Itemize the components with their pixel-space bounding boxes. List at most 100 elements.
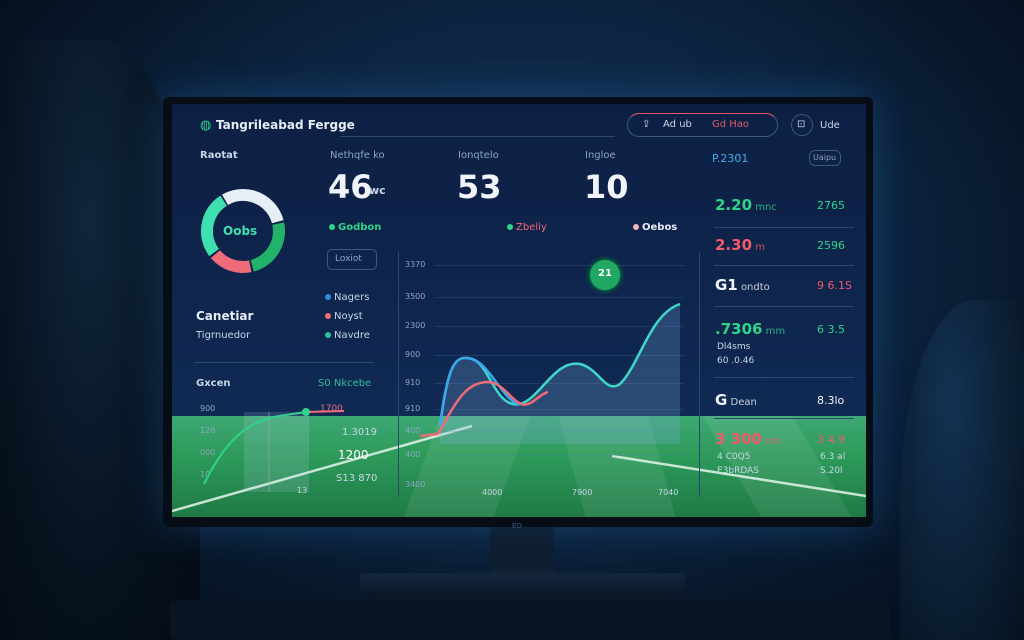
panel-button-label[interactable]: Uaipu [813,153,837,162]
category-item-1: Nagers [325,292,369,303]
mini-ytick: 000 [200,448,216,457]
chart-divider [398,252,399,497]
category-label: Noyst [334,311,363,322]
legend-dot [507,224,513,230]
gridline [434,409,684,410]
legend-dot [325,294,331,300]
y-tick: 3500 [405,292,426,301]
green-field-overlay [172,416,866,517]
panel-row[interactable]: .7306 mm [715,320,785,338]
panel-divider [699,252,700,497]
donut-label: Raotat [200,150,238,161]
monitor-stand-base [360,573,685,599]
mini-ytick: 10 [200,470,211,479]
series-line-blue [438,356,521,427]
legend-label: Oebos [642,222,678,233]
y-tick: 910 [405,378,421,387]
gridline [434,355,684,356]
row-value: .7306 [715,320,763,338]
pill-right-label[interactable]: Gd Hao [712,119,750,130]
kpi-label-3: Ingloe [585,150,616,161]
x-tick: 4000 [482,488,503,497]
row-right-value: 6 3.5 [817,323,845,336]
kpi-unit-1: wc [369,184,386,197]
header-divider [340,136,615,137]
row-right-value: 2596 [817,239,845,252]
mini-ytick: 120 [200,426,216,435]
y-tick: 2300 [405,321,426,330]
row-divider [714,306,854,307]
app-title: Tangrileabad Fergge [216,118,355,132]
row-right-value: 8.3lo [817,394,845,407]
row-unit: ondto [740,282,770,293]
panel-row[interactable]: 3 300 nm [715,430,781,448]
y-tick: 910 [405,404,421,413]
header-pill[interactable]: ⇪ Ad ub Gd Hao [627,113,778,137]
keyboard [170,600,890,640]
row-unit: m [755,242,765,253]
kpi-value-2: 53 [457,168,502,206]
panel-row[interactable]: 2.20 mnc [715,196,777,214]
gridline [434,297,684,298]
legend-dot [325,313,331,319]
y-tick: 3370 [405,260,426,269]
mini-ytick: 900 [200,404,216,413]
category-label: Navdre [334,330,370,341]
load-button[interactable]: Loxiot [327,249,377,270]
legend-label: Zbeliy [516,222,547,233]
dashboard-screen: ◍ Tangrileabad Fergge ⇪ Ad ub Gd Hao ⊡ U… [172,104,866,517]
gridline [434,265,684,266]
row-value: 2.30 [715,236,753,254]
row-divider [714,418,854,419]
y-tick: 400 [405,426,421,435]
legend-item-1: Godbon [329,222,381,233]
upload-icon: ⇪ [642,119,651,130]
mini-value: S13 870 [336,473,378,484]
legend-item-3: Oebos [633,222,677,233]
row-sub: 4 C0Q5 [717,452,751,462]
row-sub: S.20l [820,466,843,476]
mini-chart-subtitle: S0 Nkcebe [318,378,372,389]
user-label[interactable]: Ude [820,120,840,131]
legend-item-2: Zbeliy [507,222,547,233]
highlight-badge[interactable]: 21 [590,260,620,290]
gridline [434,455,684,456]
category-title: Canetiar [196,309,254,323]
pill-left-label[interactable]: Ad ub [663,119,692,130]
mini-value: 1200 [338,448,369,462]
row-unit: nm [765,436,782,447]
legend-label: Godbon [338,222,382,233]
kpi-value-1: 46 [328,168,373,206]
panel-row[interactable]: G1 ondto [715,276,770,294]
mini-value: 1.3019 [342,427,377,438]
mini-value: 1700 [320,404,343,414]
panel-row[interactable]: 2.30 m [715,236,765,254]
row-unit: mm [765,326,786,337]
row-value: G1 [715,276,738,294]
y-tick: 400 [405,450,421,459]
legend-dot [329,224,335,230]
load-button-label[interactable]: Loxiot [335,254,362,264]
gridline [434,485,684,486]
category-subtitle: Tigrnuedor [196,330,251,341]
user-icon: ⊡ [797,119,806,130]
mini-xtick: 13 [297,486,308,495]
row-divider [714,377,854,378]
row-right-value: 3 4.9 [817,433,845,446]
panel-row[interactable]: G Dean [715,391,757,409]
donut-segment [201,189,285,273]
user-button[interactable]: ⊡ [791,114,813,136]
row-value: 3 300 [715,430,762,448]
row-right-value: 2765 [817,199,845,212]
section-divider [194,362,374,363]
chart-area-fill [440,304,680,444]
panel-button[interactable]: Uaipu [809,150,841,166]
monitor-brand: EO [512,522,522,530]
mini-chart-title: Gxcen [196,378,231,389]
row-unit: Dean [730,397,757,408]
category-item-3: Navdre [325,330,370,341]
row-unit: mnc [755,202,777,213]
row-value: 2.20 [715,196,753,214]
row-sub: Dl4sms [717,342,751,352]
monitor-stand-neck [490,527,554,577]
